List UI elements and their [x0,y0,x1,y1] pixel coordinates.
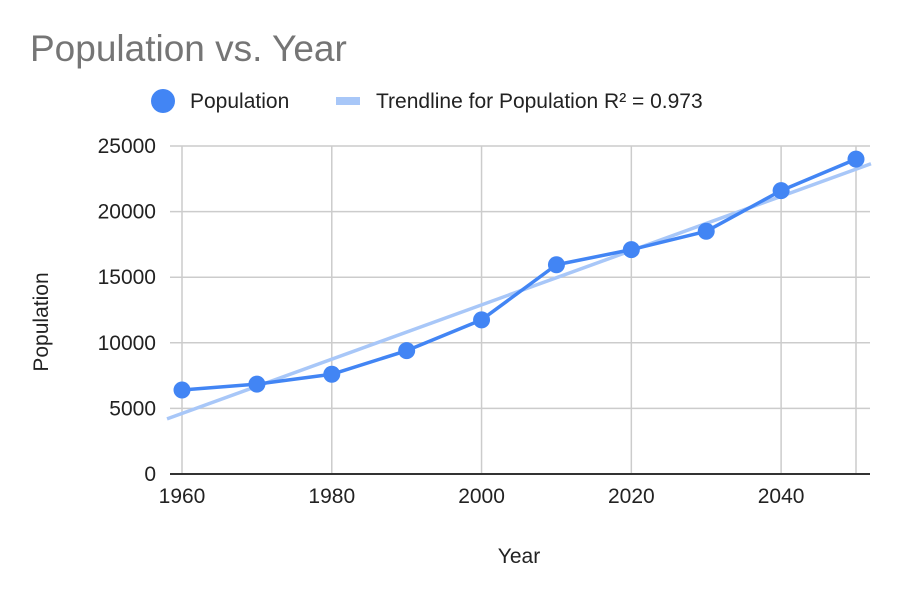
y-tick-label: 20000 [98,201,156,224]
x-axis-label: Year [498,545,540,568]
y-tick-label: 25000 [98,135,156,158]
data-point [772,182,790,200]
x-tick-label: 2020 [608,485,655,508]
data-point [173,381,191,399]
gridlines [170,145,870,474]
y-tick-label: 5000 [109,397,156,420]
data-point [547,256,565,274]
legend: Population Trendline for Population R² =… [151,89,703,113]
data-point [697,222,715,240]
data-point [398,342,416,360]
data-point [323,365,341,383]
series-line [181,157,857,392]
x-tick-label: 1960 [159,485,206,508]
x-tick-label: 2000 [458,485,505,508]
x-tick-label: 1980 [308,485,355,508]
data-point [473,311,491,329]
y-tick-label: 10000 [98,332,156,355]
tick-labels: 0 5000 10000 15000 20000 25000 1960 1980 2000 202… [98,135,805,508]
legend-label-population: Population [190,90,289,113]
chart-title: Population vs. Year [30,28,347,69]
x-tick-label: 2040 [758,485,805,508]
legend-marker-trendline [336,97,360,105]
y-tick-label: 15000 [98,266,156,289]
data-point [248,375,266,393]
y-tick-label: 0 [144,463,156,486]
legend-label-trendline: Trendline for Population R² = 0.973 [376,90,703,113]
data-point [622,241,640,259]
legend-marker-population [151,89,175,113]
data-point [847,150,865,168]
series-population [173,150,865,399]
y-axis-label: Population [30,272,53,371]
